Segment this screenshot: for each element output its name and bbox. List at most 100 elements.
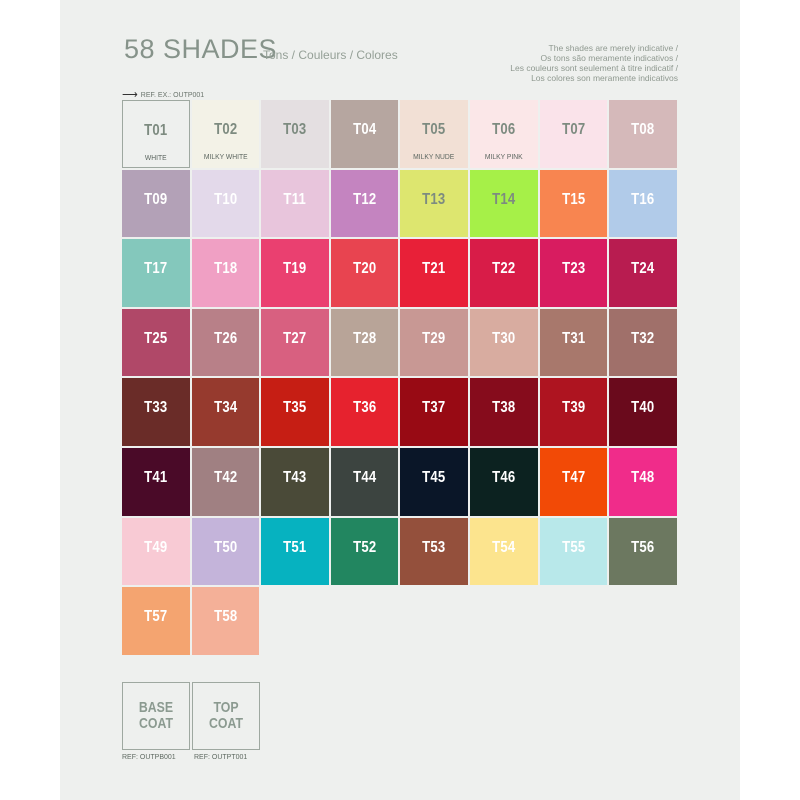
shade-swatch-t33[interactable]: T33 — [122, 378, 190, 446]
disclaimer-line: Los colores son meramente indicativos — [531, 73, 678, 83]
reference-example: ⟶ REF. EX.: OUTP001 — [122, 88, 204, 101]
shade-swatch-t37[interactable]: T37 — [400, 378, 468, 446]
shade-swatch-t57[interactable]: T57 — [122, 587, 190, 655]
shade-swatch-t28[interactable]: T28 — [330, 308, 399, 377]
shade-swatch-t30[interactable]: T30 — [470, 308, 538, 377]
base-coat-swatch[interactable]: BASE COAT — [122, 682, 190, 750]
shade-swatch-t03[interactable]: T03 — [261, 100, 329, 168]
shade-swatch-t45[interactable]: T45 — [400, 448, 468, 516]
shade-code: T25 — [144, 329, 168, 347]
shade-swatch-t17[interactable]: T17 — [122, 239, 190, 307]
shade-swatch-t44[interactable]: T44 — [330, 448, 399, 516]
right-arrow-icon: ⟶ — [122, 89, 138, 101]
shade-swatch-t05[interactable]: T05 MILKY NUDE — [400, 100, 468, 168]
shade-swatch-t49[interactable]: T49 — [122, 517, 190, 586]
shade-code: T45 — [422, 469, 446, 486]
disclaimer-line: Os tons são meramente indicativos / — [540, 53, 678, 63]
shade-code: T03 — [283, 121, 307, 138]
shade-code: T47 — [561, 469, 586, 486]
shade-code: T10 — [213, 190, 238, 208]
shade-swatch-t47[interactable]: T47 — [539, 448, 608, 516]
shade-swatch-t31[interactable]: T31 — [539, 308, 608, 377]
shade-swatch-t23[interactable]: T23 — [539, 239, 608, 307]
shade-swatch-t36[interactable]: T36 — [330, 378, 399, 446]
shade-swatch-t46[interactable]: T46 — [470, 448, 538, 516]
shade-swatch-t14[interactable]: T14 — [470, 169, 538, 238]
shade-swatch-t39[interactable]: T39 — [539, 378, 608, 446]
shade-swatch-t18[interactable]: T18 — [191, 239, 260, 307]
shade-swatch-t52[interactable]: T52 — [330, 517, 399, 586]
shade-code: T55 — [561, 538, 586, 556]
shade-code: T28 — [352, 329, 377, 347]
shade-code: T07 — [561, 121, 586, 138]
shade-swatch-t51[interactable]: T51 — [261, 517, 329, 586]
shade-swatch-t08[interactable]: T08 — [609, 100, 677, 168]
shade-code: T37 — [422, 399, 446, 417]
shade-swatch-t54[interactable]: T54 — [470, 517, 538, 586]
shade-swatch-t06[interactable]: T06 MILKY PINK — [470, 100, 538, 168]
shade-code: T43 — [283, 469, 307, 486]
shade-code: T40 — [631, 399, 655, 417]
shade-code: T53 — [422, 538, 446, 556]
base-coat-ref: REF: OUTPB001 — [122, 754, 176, 761]
shade-swatch-t43[interactable]: T43 — [261, 448, 329, 516]
shade-swatch-t16[interactable]: T16 — [609, 169, 677, 238]
shade-swatch-t53[interactable]: T53 — [400, 517, 468, 586]
shade-code: T39 — [561, 399, 586, 417]
shade-swatch-t35[interactable]: T35 — [261, 378, 329, 446]
shade-swatch-t26[interactable]: T26 — [191, 308, 260, 377]
shade-code: T46 — [492, 469, 516, 486]
shade-code: T18 — [213, 260, 238, 278]
shade-swatch-t27[interactable]: T27 — [261, 308, 329, 377]
shade-swatch-t07[interactable]: T07 — [539, 100, 608, 168]
shade-swatch-t10[interactable]: T10 — [191, 169, 260, 238]
disclaimer: The shades are merely indicative / Os to… — [510, 43, 678, 83]
shade-code: T42 — [213, 469, 238, 486]
shade-code: T08 — [631, 121, 655, 138]
shade-code: T56 — [631, 538, 655, 556]
shade-code: T51 — [283, 538, 307, 556]
shade-code: T15 — [561, 190, 586, 208]
shade-name: MILKY WHITE — [203, 152, 248, 161]
shade-code: T04 — [352, 121, 377, 138]
shade-swatch-t13[interactable]: T13 — [400, 169, 468, 238]
shade-swatch-t22[interactable]: T22 — [470, 239, 538, 307]
shade-code: T50 — [213, 538, 238, 556]
shade-swatch-t04[interactable]: T04 — [330, 100, 399, 168]
shade-swatch-t19[interactable]: T19 — [261, 239, 329, 307]
shade-swatch-t50[interactable]: T50 — [191, 517, 260, 586]
shade-swatch-t56[interactable]: T56 — [609, 517, 677, 586]
shade-swatch-t32[interactable]: T32 — [609, 308, 677, 377]
shade-code: T13 — [422, 190, 446, 208]
shade-swatch-t55[interactable]: T55 — [539, 517, 608, 586]
shade-swatch-t38[interactable]: T38 — [470, 378, 538, 446]
shade-swatch-t48[interactable]: T48 — [609, 448, 677, 516]
shade-swatch-t21[interactable]: T21 — [400, 239, 468, 307]
top-coat-swatch[interactable]: TOP COAT — [192, 682, 260, 750]
shade-swatch-t20[interactable]: T20 — [330, 239, 399, 307]
disclaimer-line: The shades are merely indicative / — [548, 43, 678, 53]
shade-swatch-t34[interactable]: T34 — [191, 378, 260, 446]
disclaimer-line: Les couleurs sont seulement à titre indi… — [510, 63, 678, 73]
shade-code: T12 — [352, 190, 377, 208]
shade-swatch-t24[interactable]: T24 — [609, 239, 677, 307]
top-coat-ref: REF: OUTPT001 — [194, 754, 248, 761]
shade-swatch-t25[interactable]: T25 — [122, 308, 190, 377]
shade-swatch-t29[interactable]: T29 — [400, 308, 468, 377]
shade-code: T54 — [492, 538, 516, 556]
shade-swatch-t12[interactable]: T12 — [330, 169, 399, 238]
shade-swatch-t09[interactable]: T09 — [122, 169, 190, 238]
shade-code: T02 — [213, 121, 238, 138]
shade-swatch-t58[interactable]: T58 — [191, 587, 260, 655]
shade-swatch-t40[interactable]: T40 — [609, 378, 677, 446]
shade-swatch-t42[interactable]: T42 — [191, 448, 260, 516]
shade-code: T31 — [561, 329, 586, 347]
shade-swatch-t02[interactable]: T02 MILKY WHITE — [191, 100, 260, 168]
top-coat-label: TOP COAT — [209, 699, 243, 732]
shade-swatch-t15[interactable]: T15 — [539, 169, 608, 238]
shade-code: T58 — [213, 608, 238, 626]
shade-swatch-t11[interactable]: T11 — [261, 169, 329, 238]
shade-swatch-t01[interactable]: T01 WHITE — [122, 100, 190, 168]
page-subtitle: Tons / Couleurs / Colores — [263, 48, 398, 62]
shade-swatch-t41[interactable]: T41 — [122, 448, 190, 516]
